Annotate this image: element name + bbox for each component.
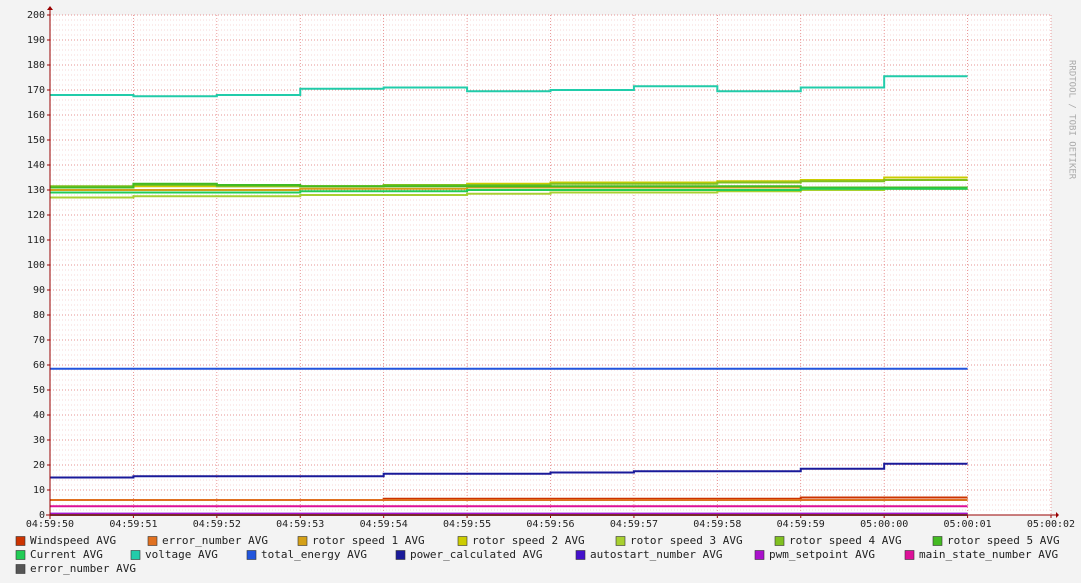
- y-tick-label: 60: [33, 360, 45, 371]
- y-arrow: [47, 6, 53, 10]
- series-line: [50, 186, 968, 191]
- legend-label: pwm_setpoint AVG: [769, 548, 875, 561]
- series-line: [50, 187, 968, 194]
- x-tick-label: 04:59:52: [193, 519, 241, 530]
- x-tick-label: 04:59:59: [777, 519, 825, 530]
- legend-swatch: [904, 550, 915, 560]
- legend-label: Windspeed AVG: [30, 534, 116, 547]
- legend-label: rotor speed 4 AVG: [789, 534, 902, 547]
- series-line: [50, 75, 968, 98]
- legend-swatch: [297, 536, 308, 546]
- series-line: [50, 182, 968, 189]
- legend-swatch: [932, 536, 943, 546]
- legend-label: rotor speed 5 AVG: [947, 534, 1060, 547]
- legend-swatch: [130, 550, 141, 560]
- y-tick-label: 170: [27, 85, 45, 96]
- axes: [46, 6, 1059, 519]
- y-tick-label: 50: [33, 385, 45, 396]
- grid: 0 10 20 30 40 50 60 70 80 90 100 110 120 130 140 150 160…: [26, 10, 1075, 530]
- y-tick-label: 30: [33, 435, 45, 446]
- legend-swatch: [15, 536, 26, 546]
- legend-label: total_energy AVG: [261, 548, 367, 561]
- legend-label: rotor speed 2 AVG: [472, 534, 585, 547]
- x-tick-label: 04:59:53: [276, 519, 324, 530]
- y-tick-label: 0: [39, 510, 45, 521]
- y-tick-label: 190: [27, 35, 45, 46]
- y-tick-label: 130: [27, 185, 45, 196]
- series-line: [50, 462, 968, 479]
- legend-label: voltage AVG: [145, 548, 218, 561]
- y-tick-label: 70: [33, 335, 45, 346]
- legend-swatch: [575, 550, 586, 560]
- x-tick-label: 04:59:56: [526, 519, 574, 530]
- x-tick-label: 05:00:01: [943, 519, 991, 530]
- lines: [50, 75, 968, 516]
- x-tick-label: 04:59:50: [26, 519, 74, 530]
- legend-swatch: [754, 550, 765, 560]
- legend-label: Current AVG: [30, 548, 103, 561]
- legend-label: autostart_number AVG: [590, 548, 722, 561]
- x-tick-label: 04:59:51: [109, 519, 157, 530]
- watermark: RRDTOOL / TOBI OETIKER: [1067, 60, 1077, 180]
- x-tick-label: 04:59:54: [360, 519, 408, 530]
- legend-label: main_state_number AVG: [919, 548, 1058, 561]
- x-tick-label: 05:00:00: [860, 519, 908, 530]
- y-tick-label: 10: [33, 485, 45, 496]
- x-tick-label: 05:00:02: [1027, 519, 1075, 530]
- x-tick-label: 04:59:58: [693, 519, 741, 530]
- y-tick-label: 80: [33, 310, 45, 321]
- x-arrow: [1056, 512, 1059, 518]
- legend: Windspeed AVG error_number AVG rotor speed…: [15, 534, 1060, 575]
- legend-label: rotor speed 3 AVG: [630, 534, 743, 547]
- y-tick-label: 150: [27, 135, 45, 146]
- legend-label: power_calculated AVG: [410, 548, 542, 561]
- legend-label: error_number AVG: [30, 562, 136, 575]
- legend-label: rotor speed 1 AVG: [312, 534, 425, 547]
- legend-swatch: [15, 564, 26, 574]
- y-tick-label: 180: [27, 60, 45, 71]
- y-tick-label: 160: [27, 110, 45, 121]
- y-tick-label: 120: [27, 210, 45, 221]
- legend-swatch: [457, 536, 468, 546]
- legend-swatch: [774, 536, 785, 546]
- y-tick-label: 40: [33, 410, 45, 421]
- legend-swatch: [246, 550, 257, 560]
- y-tick-label: 100: [27, 260, 45, 271]
- legend-swatch: [147, 536, 158, 546]
- legend-swatch: [15, 550, 26, 560]
- y-tick-label: 140: [27, 160, 45, 171]
- legend-swatch: [615, 536, 626, 546]
- y-tick-label: 20: [33, 460, 45, 471]
- y-tick-label: 110: [27, 235, 45, 246]
- x-tick-label: 04:59:55: [443, 519, 491, 530]
- y-tick-label: 90: [33, 285, 45, 296]
- legend-swatch: [395, 550, 406, 560]
- legend-label: error_number AVG: [162, 534, 268, 547]
- x-tick-label: 04:59:57: [610, 519, 658, 530]
- y-tick-label: 200: [27, 10, 45, 21]
